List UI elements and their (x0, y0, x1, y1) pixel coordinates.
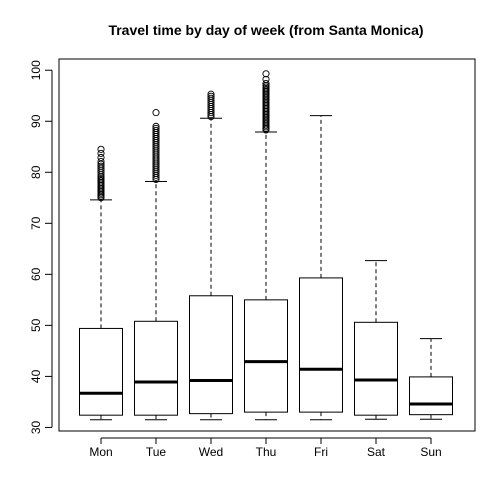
outlier-point (97, 153, 105, 162)
outlier-point (207, 90, 215, 98)
y-tick-label: 100 (29, 60, 43, 80)
outlier-point (97, 158, 105, 166)
boxes-layer (79, 70, 453, 421)
x-axis: Mon Tue Wed Thu Fri Sat Sun (89, 437, 442, 459)
iqr-box (79, 327, 123, 416)
outlier-point (262, 70, 270, 78)
box-wed (189, 90, 233, 421)
box-tue (134, 109, 178, 421)
box-mon (79, 145, 123, 421)
iqr-box (189, 295, 233, 415)
y-tick-label: 70 (29, 216, 43, 230)
outlier-point (152, 122, 160, 130)
box-sat (354, 260, 398, 420)
outlier-point (262, 75, 270, 83)
x-tick-label: Fri (314, 445, 328, 459)
box-fri (299, 115, 343, 421)
outlier-point (97, 145, 105, 153)
outlier-point (152, 124, 160, 132)
x-tick-label: Sat (367, 445, 386, 459)
outlier-point (152, 126, 160, 134)
x-tick-label: Mon (89, 445, 112, 459)
y-tick-label: 40 (29, 369, 43, 383)
x-tick-label: Tue (146, 445, 167, 459)
x-tick-label: Wed (199, 445, 223, 459)
outlier-point (207, 92, 215, 100)
iqr-box (354, 321, 398, 416)
y-axis: 30 40 50 60 70 80 90 100 (29, 60, 53, 434)
iqr-box (299, 277, 343, 413)
outlier-point (262, 79, 270, 88)
x-tick-label: Thu (256, 445, 277, 459)
y-tick-label: 80 (29, 165, 43, 179)
y-tick-label: 30 (29, 420, 43, 434)
outlier-point (97, 149, 105, 157)
x-tick-label: Sun (420, 445, 441, 459)
outlier-point (207, 94, 215, 102)
iqr-box (244, 299, 288, 413)
box-thu (244, 70, 288, 421)
y-tick-label: 90 (29, 114, 43, 128)
outlier-point (97, 162, 105, 170)
iqr-box (409, 376, 453, 416)
y-tick-label: 60 (29, 267, 43, 281)
y-tick-label: 50 (29, 318, 43, 332)
box-sun (409, 338, 453, 420)
plot-frame (58, 58, 476, 432)
iqr-box (134, 320, 178, 416)
outlier-point (152, 109, 160, 117)
chart-title: Travel time by day of week (from Santa M… (108, 22, 423, 38)
